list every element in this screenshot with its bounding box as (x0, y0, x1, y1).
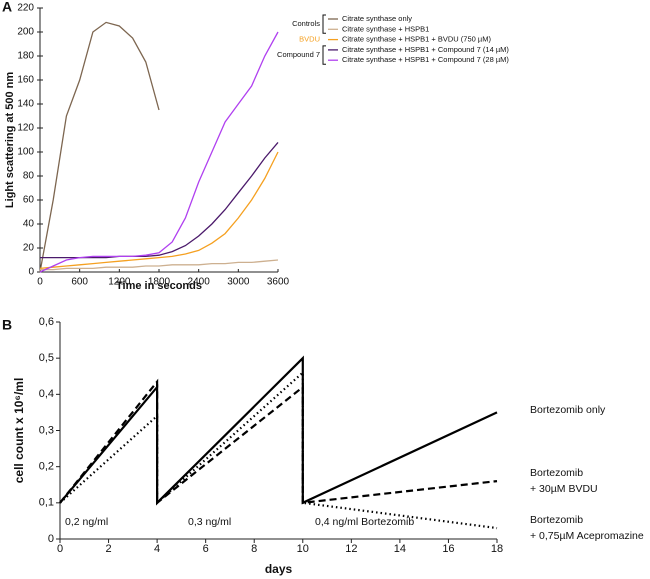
y-tick-label: 140 (17, 99, 34, 110)
y-tick-label: 0,3 (39, 424, 54, 436)
x-tick-label: 2 (105, 543, 111, 555)
y-tick-label: 200 (17, 27, 34, 38)
data-line (39, 21, 160, 273)
y-tick-label: 0 (28, 267, 34, 278)
x-tick-label: 2400 (188, 277, 211, 288)
x-tick-label: 1800 (148, 277, 171, 288)
annotation: 0,3 ng/ml (188, 516, 231, 528)
legend-label: Bortezomib only (530, 404, 606, 416)
data-line (59, 355, 498, 506)
y-tick-label: 180 (17, 51, 34, 62)
x-tick-label: 0 (37, 277, 43, 288)
data-line (40, 141, 279, 259)
panel-label: B (2, 317, 12, 333)
legend-label-line: Bortezomib (530, 467, 583, 479)
x-tick-label: 12 (345, 543, 357, 555)
data-line (40, 259, 279, 271)
legend-label: Citrate synthase only (342, 14, 412, 23)
legend-label: Bortezomib + 30µM BVDU (530, 467, 598, 495)
annotation: 0,2 ng/ml (65, 516, 108, 528)
y-axis-label: Light scattering at 500 nm (4, 72, 16, 209)
y-tick-label: 80 (23, 171, 35, 182)
y-tick-label: 120 (17, 123, 34, 134)
legend-label: Bortezomib + 0,75µM Acepromazine (530, 514, 644, 542)
data-line (59, 370, 498, 530)
y-tick-label: 40 (23, 219, 35, 230)
legend-label: Citrate synthase + HSPB1 + BVDU (750 µM) (342, 35, 491, 44)
x-tick-label: 14 (394, 543, 406, 555)
data-line (59, 378, 498, 506)
data-line (39, 151, 279, 270)
y-tick-label: 0,4 (39, 388, 54, 400)
data-line (39, 31, 279, 273)
y-tick-label: 100 (17, 147, 34, 158)
legend-label-line: + 0,75µM Acepromazine (530, 530, 644, 542)
legend-label-line: + 30µM BVDU (530, 483, 598, 495)
x-axis-label: Time in seconds (116, 280, 202, 292)
y-tick-label: 20 (23, 243, 35, 254)
y-tick-label: 0,1 (39, 497, 54, 509)
y-tick-label: 220 (17, 3, 34, 14)
x-tick-label: 18 (491, 543, 503, 555)
y-tick-label: 60 (23, 195, 35, 206)
y-tick-label: 0,6 (39, 316, 54, 328)
x-tick-label: 4 (154, 543, 160, 555)
x-tick-label: 10 (297, 543, 309, 555)
x-tick-label: 1200 (108, 277, 131, 288)
y-tick-label: 0,2 (39, 461, 54, 473)
x-tick-label: 6 (203, 543, 209, 555)
y-tick-label: 0 (48, 533, 54, 545)
legend-group-label: BVDU (299, 35, 320, 44)
annotation: 0,4 ng/ml Bortezomib (315, 516, 414, 528)
legend-label: Citrate synthase + HSPB1 + Compound 7 (1… (342, 45, 509, 54)
legend-label: Citrate synthase + HSPB1 + Compound 7 (2… (342, 55, 509, 64)
legend-label: Citrate synthase + HSPB1 (342, 24, 429, 33)
x-tick-label: 0 (57, 543, 63, 555)
x-tick-label: 16 (442, 543, 454, 555)
legend-bracket (322, 14, 326, 34)
legend-group-label: Controls (292, 19, 320, 28)
panel-label: A (2, 0, 12, 15)
x-tick-label: 3000 (227, 277, 250, 288)
x-tick-label: 8 (251, 543, 257, 555)
y-tick-label: 0,5 (39, 352, 54, 364)
x-tick-label: 600 (71, 277, 88, 288)
legend-label-line: Bortezomib (530, 514, 583, 526)
x-tick-label: 3600 (267, 277, 290, 288)
legend-bracket (322, 45, 326, 65)
legend-group-label: Compound 7 (277, 50, 320, 59)
y-tick-label: 160 (17, 75, 34, 86)
y-axis-label: cell count x 10⁶/ml (12, 378, 26, 484)
x-axis-label: days (265, 562, 293, 576)
